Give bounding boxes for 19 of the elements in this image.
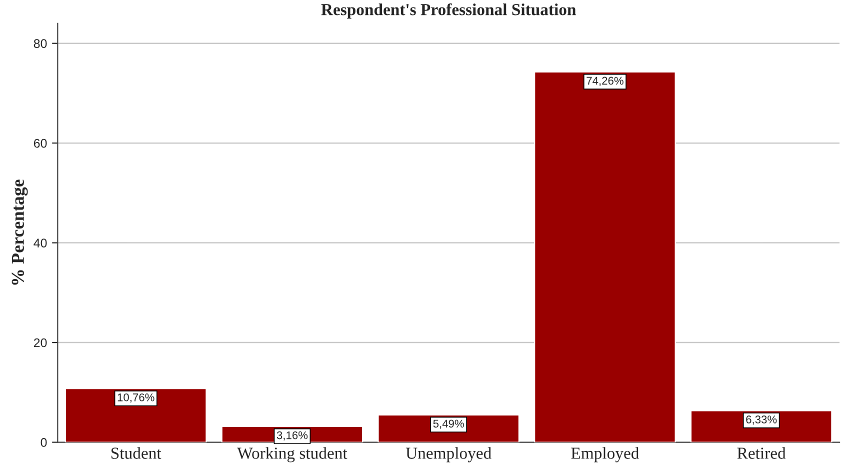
y-tick-label: 60 xyxy=(34,138,47,148)
x-tick-label: Unemployed xyxy=(406,447,492,462)
x-tick-label: Working student xyxy=(237,447,348,462)
data-label: 74,26% xyxy=(586,76,624,86)
y-tick-label: 20 xyxy=(34,338,47,348)
y-tick-label: 0 xyxy=(40,438,47,447)
data-label: 3,16% xyxy=(276,431,308,441)
chart-title: Respondent's Professional Situation xyxy=(321,3,576,19)
data-label: 6,33% xyxy=(746,416,777,425)
x-tick-label: Student xyxy=(112,447,162,459)
y-axis-title: % Percentage xyxy=(12,180,28,285)
bar xyxy=(64,388,207,442)
x-tick-label: Employed xyxy=(571,447,640,462)
y-tick-label: 40 xyxy=(34,238,47,248)
data-label: 5,49% xyxy=(433,420,464,429)
y-tick-label: 80 xyxy=(34,39,47,48)
bar xyxy=(534,71,676,442)
data-label: 10,76% xyxy=(118,393,154,403)
x-tick-label: Retired xyxy=(737,447,786,459)
